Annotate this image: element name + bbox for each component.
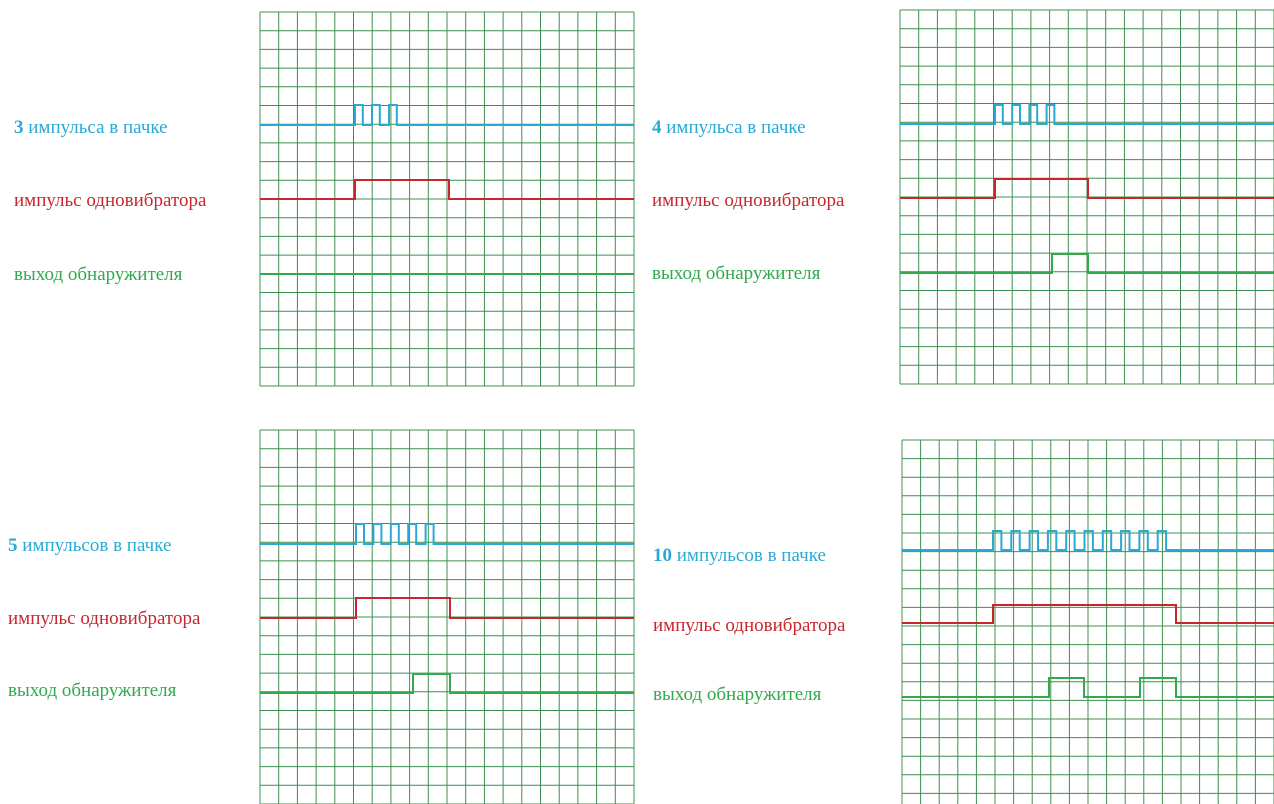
burst-text: импульса в пачке (28, 117, 167, 138)
detector-label: выход обнаружителя (652, 263, 821, 284)
detector-waveform (900, 253, 1274, 274)
burst-text: импульсов в пачке (677, 545, 826, 566)
oscillogram-grid (901, 439, 1274, 804)
burst-label: 5 импульсов в пачке (8, 535, 171, 556)
burst-count: 10 (653, 545, 672, 566)
detector-trace (900, 253, 1274, 274)
oneshot-label: импульс одновибратора (8, 608, 201, 629)
oneshot-label: импульс одновибратора (652, 190, 845, 211)
burst-text: импульсов в пачке (22, 535, 171, 556)
oneshot-trace (260, 179, 634, 200)
detector-trace (902, 677, 1274, 698)
oneshot-waveform (902, 604, 1274, 624)
detector-label: выход обнаружителя (14, 264, 183, 285)
burst-waveform (260, 104, 634, 126)
burst-label: 4 импульса в пачке (652, 117, 806, 138)
burst-trace (902, 530, 1274, 551)
burst-waveform (902, 530, 1274, 551)
burst-label: 3 импульса в пачке (14, 117, 168, 138)
burst-count: 5 (8, 535, 18, 556)
oneshot-trace (902, 604, 1274, 624)
burst-trace (260, 523, 634, 545)
burst-trace (260, 104, 634, 126)
oneshot-waveform (260, 179, 634, 200)
burst-trace (900, 104, 1274, 125)
detector-label: выход обнаружителя (653, 684, 822, 705)
burst-label: 10 импульсов в пачке (653, 545, 826, 566)
detector-waveform (260, 673, 634, 694)
burst-count: 3 (14, 117, 24, 138)
detector-waveform (902, 677, 1274, 698)
panel-10-pulses: 10 импульсов в пачке импульс одновибрато… (653, 439, 1274, 804)
oneshot-label: импульс одновибратора (14, 190, 207, 211)
oneshot-waveform (900, 178, 1274, 199)
burst-waveform (900, 104, 1274, 125)
oneshot-label: импульс одновибратора (653, 615, 846, 636)
burst-text: импульса в пачке (666, 117, 805, 138)
panel-5-pulses: 5 импульсов в пачке импульс одновибратор… (8, 429, 635, 804)
panel-3-pulses: 3 импульса в пачке импульс одновибратора… (14, 11, 635, 387)
oneshot-waveform (260, 597, 634, 619)
detector-label: выход обнаружителя (8, 680, 177, 701)
detector-trace (260, 673, 634, 694)
oneshot-trace (260, 597, 634, 619)
oneshot-trace (900, 178, 1274, 199)
burst-waveform (260, 523, 634, 545)
panel-4-pulses: 4 импульса в пачке импульс одновибратора… (652, 9, 1274, 385)
burst-count: 4 (652, 117, 662, 138)
